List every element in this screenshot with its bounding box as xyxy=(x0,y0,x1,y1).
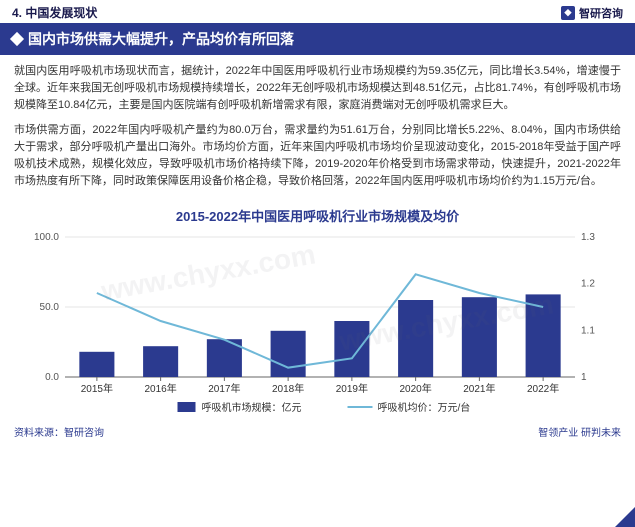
svg-text:2019年: 2019年 xyxy=(336,382,368,395)
header: 4. 中国发展现状 ◆ 智研咨询 xyxy=(0,0,635,23)
brand-text: 智研咨询 xyxy=(579,5,623,21)
svg-text:0.0: 0.0 xyxy=(45,372,59,383)
footer: 资料来源：智研咨询 智领产业 研判未来 xyxy=(0,422,635,441)
chart-container: www.chyxx.com www.chyxx.com 0.050.0100.0… xyxy=(20,227,615,422)
title-bar: 国内市场供需大幅提升，产品均价有所回落 xyxy=(0,23,635,55)
svg-text:1.1: 1.1 xyxy=(581,326,595,337)
svg-text:1.3: 1.3 xyxy=(581,232,595,243)
slogan-text: 智领产业 研判未来 xyxy=(538,424,621,439)
corner-decoration xyxy=(615,507,635,527)
title-text: 国内市场供需大幅提升，产品均价有所回落 xyxy=(28,29,294,49)
svg-text:2020年: 2020年 xyxy=(400,382,432,395)
body-text: 就国内医用呼吸机市场现状而言，据统计，2022年中国医用呼吸机行业市场规模约为5… xyxy=(0,55,635,202)
chart-title: 2015-2022年中国医用呼吸机行业市场规模及均价 xyxy=(0,206,635,225)
svg-text:2016年: 2016年 xyxy=(145,382,177,395)
svg-text:呼吸机市场规模：亿元: 呼吸机市场规模：亿元 xyxy=(202,401,302,414)
svg-text:1: 1 xyxy=(581,372,587,383)
paragraph-1: 就国内医用呼吸机市场现状而言，据统计，2022年中国医用呼吸机行业市场规模约为5… xyxy=(14,63,621,114)
svg-text:2018年: 2018年 xyxy=(272,382,304,395)
chart-svg: 0.0 50.0 100.0 1 1.1 1.2 1.3 2015年 2016年 2017年 201… xyxy=(20,227,615,422)
paragraph-2: 市场供需方面，2022年国内呼吸机产量约为80.0万台，需求量约为51.61万台… xyxy=(14,122,621,190)
diamond-icon xyxy=(10,32,24,46)
svg-text:2021年: 2021年 xyxy=(463,382,495,395)
svg-text:2017年: 2017年 xyxy=(208,382,240,395)
section-number: 4. 中国发展现状 xyxy=(12,4,97,21)
svg-text:呼吸机均价：万元/台: 呼吸机均价：万元/台 xyxy=(378,401,471,414)
brand-icon: ◆ xyxy=(561,6,575,20)
svg-text:100.0: 100.0 xyxy=(34,232,59,243)
svg-text:1.2: 1.2 xyxy=(581,279,595,290)
brand: ◆ 智研咨询 xyxy=(561,5,623,21)
svg-text:2015年: 2015年 xyxy=(81,382,113,395)
svg-text:2022年: 2022年 xyxy=(527,382,559,395)
source-text: 资料来源：智研咨询 xyxy=(14,424,104,439)
svg-text:50.0: 50.0 xyxy=(40,302,60,313)
